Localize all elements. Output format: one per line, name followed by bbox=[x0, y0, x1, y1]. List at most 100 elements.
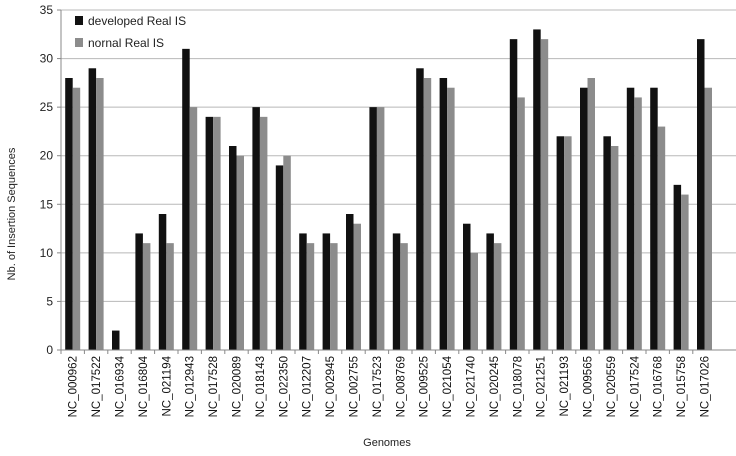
bar-normal-NC_016768 bbox=[658, 127, 666, 350]
x-tick-label: NC_020245 bbox=[489, 356, 501, 417]
x-tick-label: NC_015758 bbox=[676, 356, 688, 417]
x-tick-label: NC_009525 bbox=[419, 356, 431, 417]
bar-developed-NC_017524 bbox=[627, 88, 635, 350]
y-tick-label: 20 bbox=[40, 149, 54, 163]
x-tick-label: NC_016804 bbox=[138, 355, 150, 417]
bar-normal-NC_021193 bbox=[564, 136, 572, 350]
bar-developed-NC_009565 bbox=[580, 88, 588, 350]
bar-normal-NC_016804 bbox=[143, 243, 151, 350]
x-tick-label: NC_020559 bbox=[606, 356, 618, 417]
bar-developed-NC_015758 bbox=[674, 185, 682, 350]
bar-normal-NC_018143 bbox=[260, 117, 268, 350]
bar-developed-NC_021193 bbox=[557, 136, 565, 350]
x-tick-label: NC_021194 bbox=[161, 355, 173, 416]
x-tick-label: NC_012207 bbox=[302, 356, 314, 417]
bar-normal-NC_018078 bbox=[517, 97, 525, 350]
bar-normal-NC_017524 bbox=[634, 97, 642, 350]
bar-developed-NC_021054 bbox=[440, 78, 448, 350]
bar-developed-NC_002755 bbox=[346, 214, 354, 350]
bar-normal-NC_017522 bbox=[96, 78, 104, 350]
bar-developed-NC_008769 bbox=[393, 233, 401, 350]
legend-swatch-developed bbox=[75, 16, 83, 25]
bar-developed-NC_021251 bbox=[533, 29, 541, 350]
bar-developed-NC_009525 bbox=[416, 68, 424, 350]
x-axis-title: Genomes bbox=[363, 437, 411, 449]
x-tick-label: NC_021251 bbox=[536, 356, 548, 417]
bar-normal-NC_012207 bbox=[307, 243, 315, 350]
x-tick-label: NC_002945 bbox=[325, 356, 337, 417]
x-tick-label: NC_012943 bbox=[185, 356, 197, 417]
y-tick-label: 5 bbox=[46, 294, 53, 308]
y-tick-labels: 0 5 10 15 20 25 30 35 bbox=[40, 3, 61, 357]
bar-developed-NC_017528 bbox=[206, 117, 214, 350]
y-axis-title: Nb. of Insertion Sequences bbox=[6, 147, 18, 280]
x-tick-label: NC_017524 bbox=[629, 355, 641, 417]
x-tick-label: NC_020089 bbox=[232, 356, 244, 417]
legend-swatch-normal bbox=[75, 38, 83, 47]
x-tick-label: NC_016768 bbox=[653, 356, 665, 417]
bar-normal-NC_002945 bbox=[330, 243, 338, 350]
bar-normal-NC_022350 bbox=[283, 156, 291, 350]
bar-developed-NC_016804 bbox=[135, 233, 143, 350]
legend-label-normal: nornal Real IS bbox=[88, 36, 164, 50]
bar-normal-NC_009565 bbox=[588, 78, 596, 350]
bar-normal-NC_002755 bbox=[354, 224, 362, 350]
bar-normal-NC_008769 bbox=[400, 243, 408, 350]
bar-normal-NC_017523 bbox=[377, 107, 385, 350]
bar-developed-NC_021194 bbox=[159, 214, 167, 350]
bar-developed-NC_017523 bbox=[369, 107, 377, 350]
bar-developed-NC_017026 bbox=[697, 39, 705, 350]
x-tick-label: NC_022350 bbox=[278, 356, 290, 417]
bar-normal-NC_021251 bbox=[541, 39, 549, 350]
bar-developed-NC_016934 bbox=[112, 331, 120, 350]
legend-label-developed: developed Real IS bbox=[88, 14, 186, 28]
bar-developed-NC_018078 bbox=[510, 39, 518, 350]
x-tick-label: NC_018143 bbox=[255, 356, 267, 417]
bar-developed-NC_020089 bbox=[229, 146, 237, 350]
x-tick-label: NC_021193 bbox=[559, 356, 571, 417]
legend: developed Real IS nornal Real IS bbox=[75, 14, 186, 50]
bar-developed-NC_016768 bbox=[650, 88, 658, 350]
y-tick-label: 15 bbox=[40, 197, 54, 211]
x-tick-label: NC_017528 bbox=[208, 356, 220, 417]
x-tick-label: NC_000962 bbox=[68, 356, 80, 417]
bar-developed-NC_021740 bbox=[463, 224, 471, 350]
bar-normal-NC_020089 bbox=[237, 156, 245, 350]
x-tick-label: NC_017522 bbox=[91, 356, 103, 417]
bar-normal-NC_009525 bbox=[424, 78, 432, 350]
bar-developed-NC_020245 bbox=[486, 233, 494, 350]
bar-normal-NC_017026 bbox=[705, 88, 713, 350]
x-tick-label: NC_017523 bbox=[372, 356, 384, 417]
y-tick-label: 10 bbox=[40, 246, 54, 260]
x-tick-label: NC_008769 bbox=[395, 356, 407, 417]
bar-normal-NC_021194 bbox=[166, 243, 174, 350]
bar-developed-NC_017522 bbox=[89, 68, 97, 350]
bar-developed-NC_000962 bbox=[65, 78, 73, 350]
bar-normal-NC_021740 bbox=[471, 253, 479, 350]
bar-developed-NC_018143 bbox=[252, 107, 260, 350]
bar-normal-NC_015758 bbox=[681, 195, 689, 350]
bar-developed-NC_002945 bbox=[323, 233, 331, 350]
x-tick-label: NC_009565 bbox=[583, 356, 595, 417]
y-tick-label: 30 bbox=[40, 52, 54, 66]
bar-developed-NC_012207 bbox=[299, 233, 307, 350]
bar-developed-NC_012943 bbox=[182, 49, 190, 350]
x-tick-label: NC_017026 bbox=[700, 356, 712, 417]
bar-developed-NC_022350 bbox=[276, 165, 284, 350]
bar-normal-NC_021054 bbox=[447, 88, 455, 350]
x-tick-label: NC_018078 bbox=[512, 356, 524, 417]
y-tick-label: 25 bbox=[40, 100, 54, 114]
y-tick-label: 35 bbox=[40, 3, 54, 17]
x-tick-label: NC_002755 bbox=[349, 356, 361, 417]
bar-developed-NC_020559 bbox=[603, 136, 611, 350]
x-tick-label: NC_021054 bbox=[442, 355, 454, 417]
bar-normal-NC_000962 bbox=[73, 88, 81, 350]
bar-normal-NC_020245 bbox=[494, 243, 502, 350]
x-tick-label: NC_021740 bbox=[466, 356, 478, 417]
bar-normal-NC_017528 bbox=[213, 117, 221, 350]
x-tick-labels: NC_000962 NC_017522 NC_016934 NC_016804 NC_0… bbox=[61, 350, 712, 417]
x-tick-label: NC_016934 bbox=[115, 355, 127, 417]
bar-normal-NC_020559 bbox=[611, 146, 619, 350]
y-tick-label: 0 bbox=[46, 343, 53, 357]
